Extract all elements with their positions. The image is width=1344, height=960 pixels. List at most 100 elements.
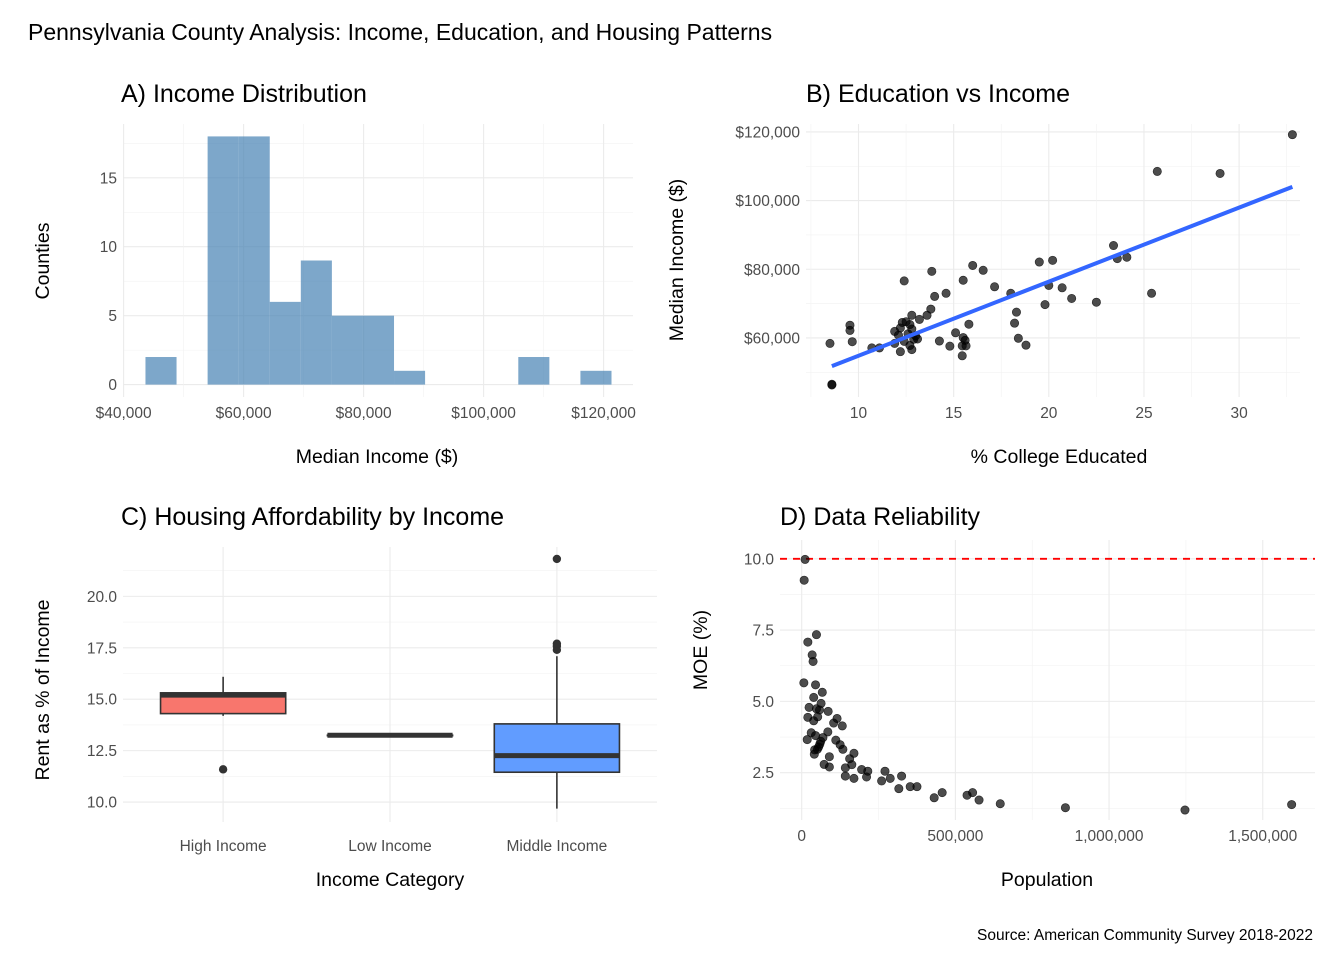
c-y-tick-label: 20.0 (87, 589, 118, 606)
histogram-bar (145, 357, 177, 385)
scatter-point (899, 276, 909, 286)
scatter-point (1057, 283, 1067, 293)
scatter-point (824, 762, 834, 772)
c-x-tick-label: Low Income (348, 838, 432, 855)
scatter-point (1180, 805, 1190, 815)
scatter-point (885, 773, 895, 783)
panel-education-vs-income: B) Education vs Income 10 15 20 25 30 $60,00… (666, 80, 1300, 468)
y-axis-title-a: Counties (32, 222, 54, 299)
scatter-point (951, 328, 961, 338)
scatter-point (800, 554, 810, 564)
x-axis-title-d: Population (1001, 869, 1093, 891)
scatter-point (817, 687, 827, 697)
d-x-tick-label: 1,000,000 (1075, 828, 1144, 845)
scatter-point (958, 275, 968, 285)
outlier-point (552, 554, 562, 564)
scatter-point (957, 351, 967, 361)
grid-b (806, 124, 1300, 397)
d-y-tick-label: 5.0 (752, 694, 774, 711)
scatter-point (811, 630, 821, 640)
scatter-point (829, 718, 839, 728)
histogram-bar (331, 315, 363, 385)
scatter-point (1013, 333, 1023, 343)
a-y-tick-label: 5 (108, 308, 117, 325)
scatter-point (895, 323, 905, 333)
panel-title-c: C) Housing Affordability by Income (121, 503, 504, 531)
scatter-point (825, 338, 835, 348)
scatter-point (862, 772, 872, 782)
scatter-point (840, 771, 850, 781)
a-x-tick-label: $120,000 (571, 405, 636, 422)
scatter-point (907, 310, 917, 320)
scatter-point (929, 793, 939, 803)
scatter-point (930, 291, 940, 301)
scatter-point (1152, 166, 1162, 176)
scatter-point (803, 637, 813, 647)
scatter-point (824, 752, 834, 762)
b-x-tick-label: 10 (850, 405, 868, 422)
d-x-tick-label: 1,500,000 (1228, 828, 1297, 845)
x-axis-title-c: Income Category (316, 869, 465, 891)
b-x-tick-label: 30 (1230, 405, 1248, 422)
c-y-tick-label: 12.5 (87, 743, 117, 760)
scatter-point (1021, 340, 1031, 350)
scatter-point (877, 776, 887, 786)
scatter-point (815, 705, 825, 715)
histogram-bar (580, 370, 612, 385)
scatter-point (978, 265, 988, 275)
source-caption: Source: American Community Survey 2018-2… (977, 927, 1313, 944)
scatter-point (937, 788, 947, 798)
boxplot-low-income (326, 732, 454, 738)
scatter-points-b (825, 130, 1297, 390)
box (493, 723, 621, 774)
scatter-point (1067, 293, 1077, 303)
y-axis-title-c: Rent as % of Income (32, 599, 54, 780)
scatter-point (1040, 300, 1050, 310)
a-y-tick-label: 10 (100, 239, 118, 256)
scatter-point (811, 731, 821, 741)
a-x-tick-label: $40,000 (96, 405, 152, 422)
figure-title: Pennsylvania County Analysis: Income, Ed… (28, 19, 772, 45)
b-y-tick-label: $60,000 (744, 330, 800, 347)
scatter-point (802, 735, 812, 745)
y-tick-labels-a: 0 5 10 15 (100, 170, 118, 394)
scatter-point (964, 319, 974, 329)
scatter-point (1048, 255, 1058, 265)
x-tick-labels-d: 0 500,000 1,000,000 1,500,000 (797, 828, 1297, 845)
d-y-tick-label: 7.5 (752, 623, 774, 640)
c-x-tick-label: High Income (180, 838, 267, 855)
scatter-point (1091, 297, 1101, 307)
scatter-point (808, 656, 818, 666)
scatter-point (810, 745, 820, 755)
scatter-point (1215, 168, 1225, 178)
d-y-tick-label: 10.0 (744, 551, 775, 568)
panel-title-a: A) Income Distribution (121, 80, 367, 108)
histogram-bar (269, 301, 301, 385)
d-y-tick-label: 2.5 (752, 765, 774, 782)
a-x-tick-label: $100,000 (451, 405, 516, 422)
x-axis-title-a: Median Income ($) (296, 446, 459, 468)
y-tick-labels-c: 10.0 12.5 15.0 17.5 20.0 (87, 589, 118, 812)
scatter-point (1287, 800, 1297, 810)
scatter-point (799, 678, 809, 688)
y-axis-title-b: Median Income ($) (666, 179, 688, 342)
scatter-point (799, 575, 809, 585)
y-axis-title-d: MOE (%) (690, 610, 712, 690)
outlier-point (218, 765, 228, 774)
scatter-point (816, 736, 826, 746)
boxplot-middle-income (493, 554, 621, 809)
panel-data-reliability: D) Data Reliability 0 500,000 1,000,000 1,5… (690, 503, 1315, 891)
scatter-point (811, 680, 821, 690)
histogram-bar (207, 136, 239, 385)
scatter-point (1010, 318, 1020, 328)
scatter-point (960, 335, 970, 345)
scatter-point (941, 288, 951, 298)
scatter-point (827, 380, 837, 390)
panel-income-distribution: A) Income Distribution $40,000 $60,000 $80… (32, 80, 636, 468)
d-x-tick-label: 500,000 (927, 828, 983, 845)
scatter-point (809, 716, 819, 726)
trend-line (831, 184, 1294, 368)
histogram-bar (518, 357, 550, 385)
panel-housing-affordability: C) Housing Affordability by Income High … (32, 503, 657, 891)
